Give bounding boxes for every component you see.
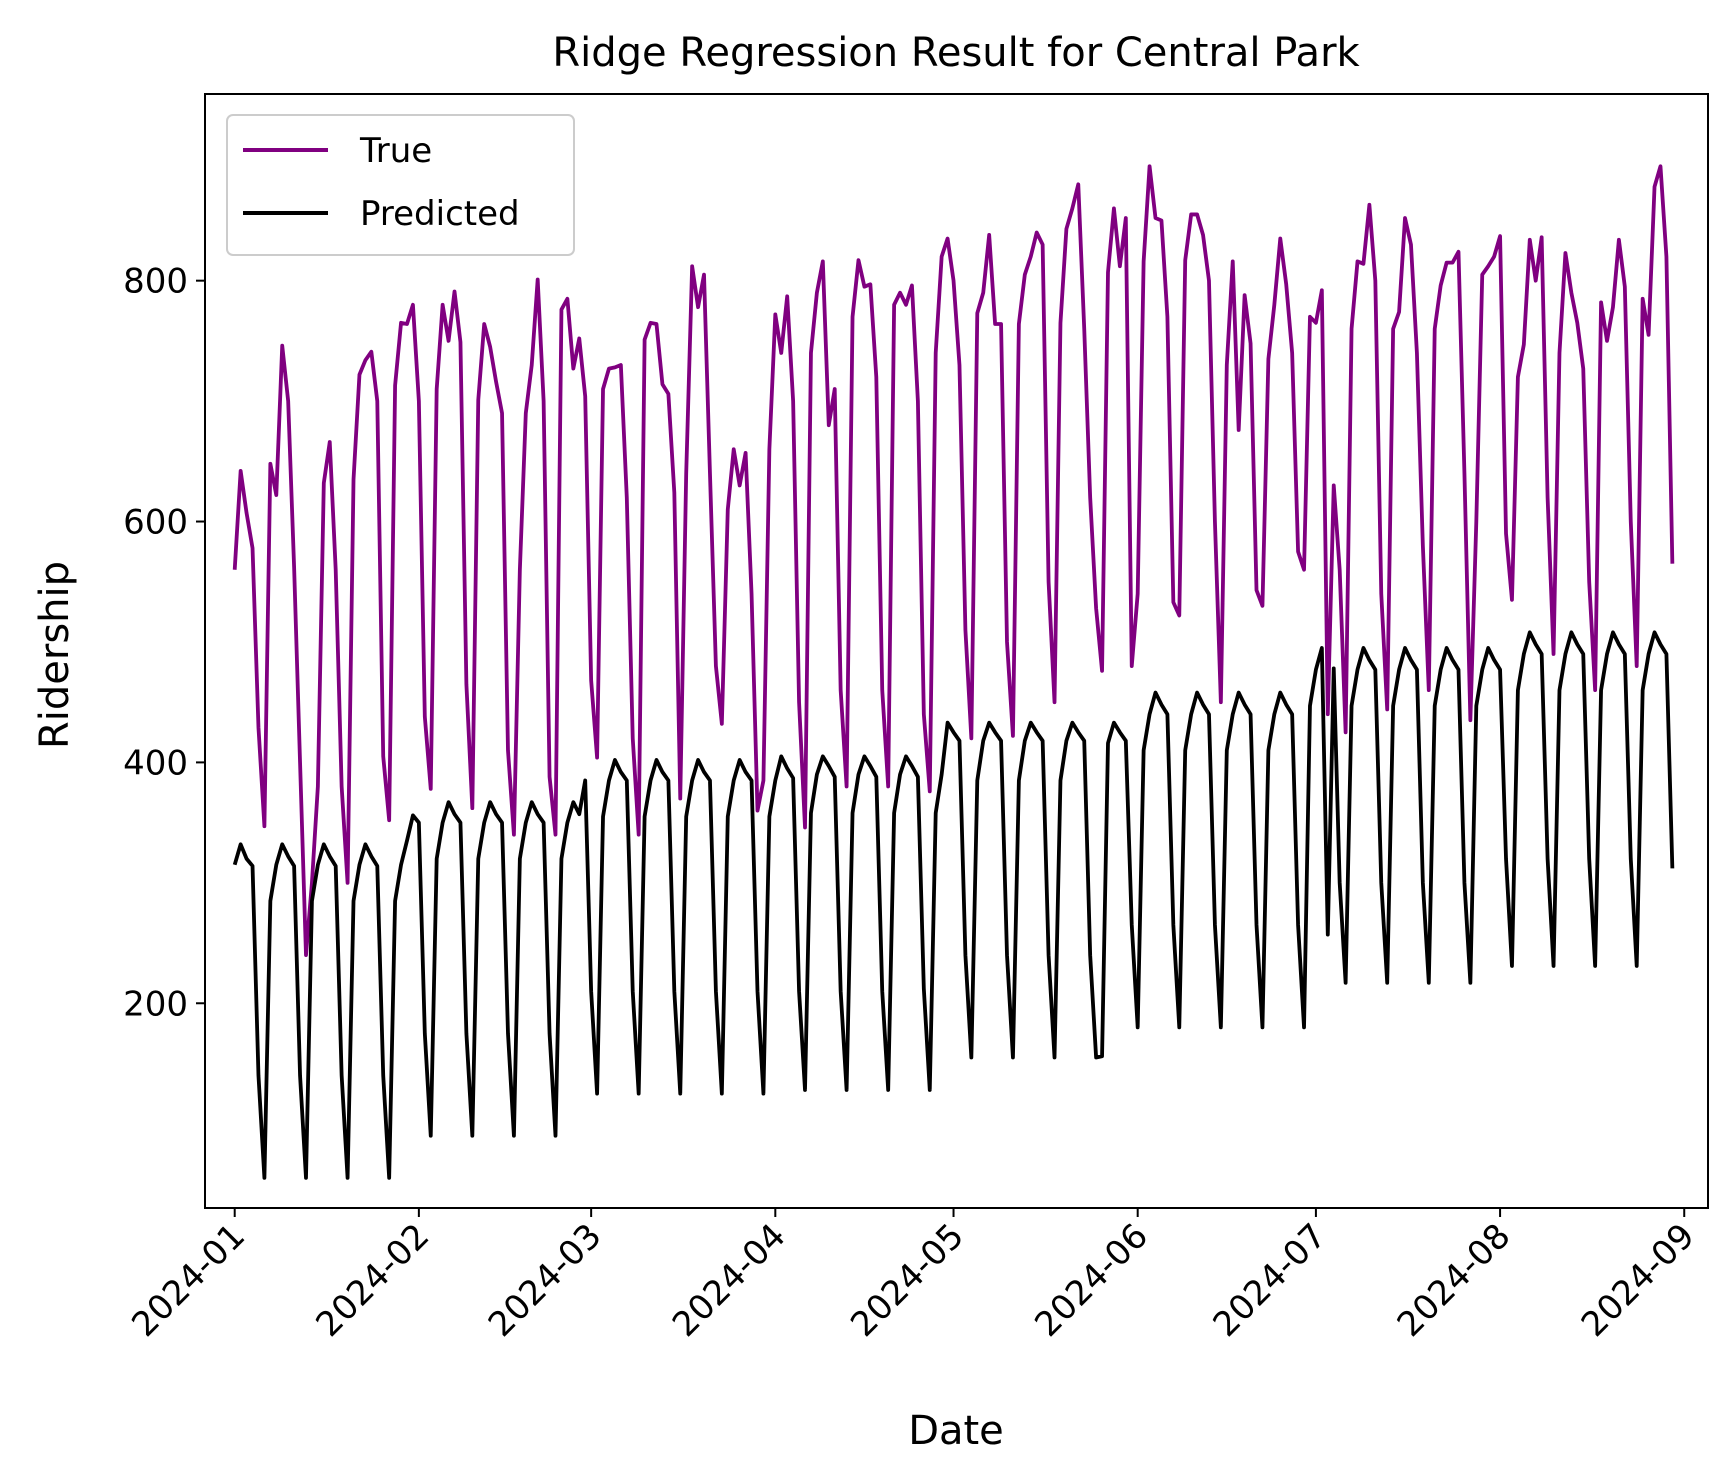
x-tick-label: 2024-06 [1027,1216,1156,1345]
x-tick-label: 2024-01 [124,1216,253,1345]
legend-label-true: True [359,131,432,171]
legend: True Predicted [226,114,575,256]
x-axis-label: Date [908,1408,1004,1454]
series-line-predicted [232,630,1675,1180]
legend-label-predicted: Predicted [360,194,520,234]
series-layer [232,164,1675,1180]
series-line-true [232,164,1675,957]
y-tick-label: 200 [123,984,188,1024]
plot-frame [204,93,1709,1209]
y-tick-label: 600 [123,503,188,543]
x-tick-label: 2024-05 [843,1216,972,1345]
x-tick-label: 2024-02 [308,1216,437,1345]
x-axis: 2024-01 2024-02 2024-03 2024-04 2024-05 2024-… [124,1208,1703,1345]
chart-title: Ridge Regression Result for Central Park [552,30,1360,76]
x-tick-label: 2024-09 [1574,1216,1703,1345]
y-tick-label: 400 [123,743,188,783]
y-axis: 200 400 600 800 [123,262,205,1024]
x-tick-label: 2024-03 [481,1216,610,1345]
y-tick-label: 800 [123,262,188,302]
x-tick-label: 2024-07 [1206,1216,1335,1345]
x-tick-label: 2024-08 [1390,1216,1519,1345]
y-axis-label: Ridership [32,561,78,749]
x-tick-label: 2024-04 [665,1216,794,1345]
